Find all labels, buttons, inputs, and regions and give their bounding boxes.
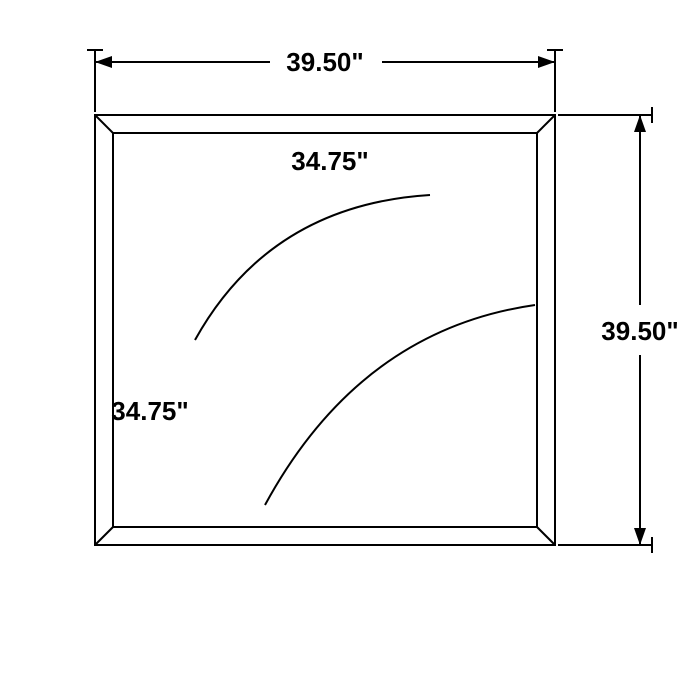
inner-width-label: 34.75" bbox=[291, 146, 368, 176]
dimension-diagram: 39.50" 39.50" 34.75" 34.75" bbox=[0, 0, 700, 700]
outer-frame bbox=[95, 115, 555, 545]
glare-arc-2 bbox=[265, 305, 535, 505]
arrow-right-top bbox=[634, 115, 646, 132]
inner-height-label: 34.75" bbox=[111, 396, 188, 426]
miter-bl bbox=[95, 527, 113, 545]
miter-tl bbox=[95, 115, 113, 133]
arrow-top-left bbox=[95, 56, 112, 68]
outer-width-label: 39.50" bbox=[286, 47, 363, 77]
miter-tr bbox=[537, 115, 555, 133]
arrow-right-bot bbox=[634, 528, 646, 545]
arrow-top-right bbox=[538, 56, 555, 68]
inner-frame bbox=[113, 133, 537, 527]
outer-height-label: 39.50" bbox=[601, 316, 678, 346]
glare-arc-1 bbox=[195, 195, 430, 340]
miter-br bbox=[537, 527, 555, 545]
